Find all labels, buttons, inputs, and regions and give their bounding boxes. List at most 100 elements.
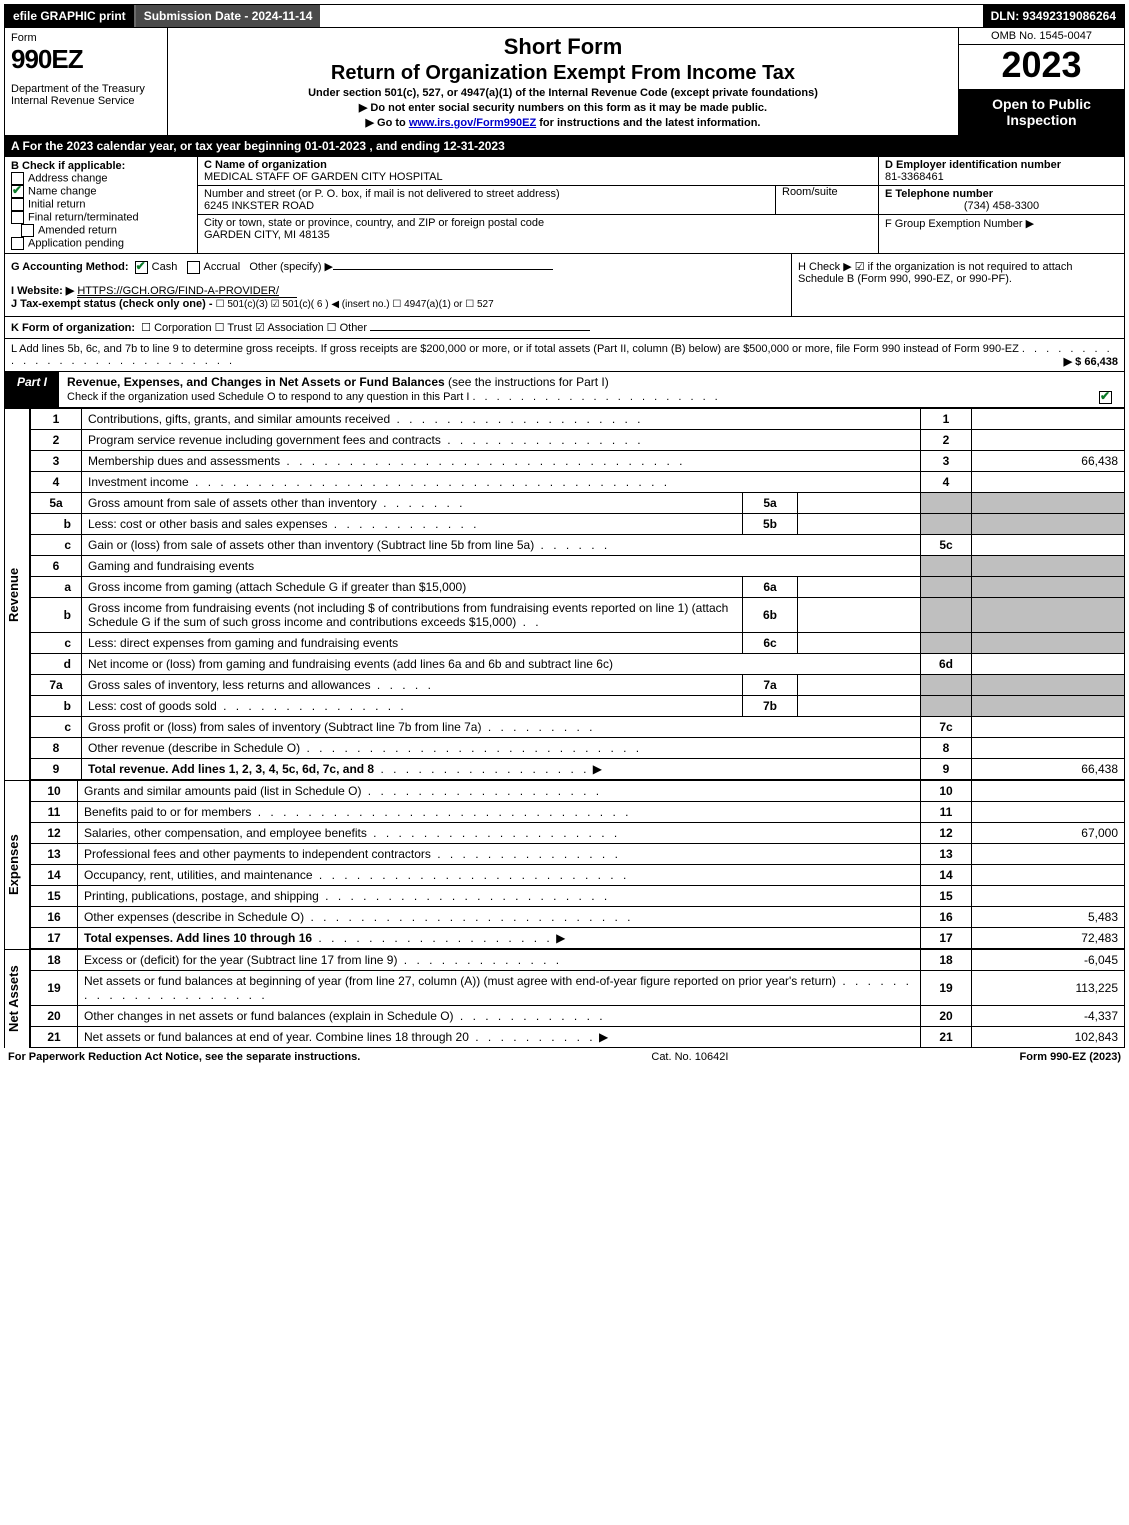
table-row: 3Membership dues and assessments . . . .… bbox=[31, 450, 1125, 471]
goto-suffix: for instructions and the latest informat… bbox=[536, 117, 760, 129]
table-row: 18Excess or (deficit) for the year (Subt… bbox=[31, 949, 1125, 970]
l-amount: ▶ $ 66,438 bbox=[1064, 355, 1118, 368]
table-row: 13Professional fees and other payments t… bbox=[31, 843, 1125, 864]
table-row: 7aGross sales of inventory, less returns… bbox=[31, 674, 1125, 695]
subtitle-section: Under section 501(c), 527, or 4947(a)(1)… bbox=[174, 87, 952, 99]
gh-block: G Accounting Method: Cash Accrual Other … bbox=[4, 254, 1125, 317]
ein-label: D Employer identification number bbox=[885, 159, 1118, 171]
k-label: K Form of organization: bbox=[11, 322, 135, 334]
phone-value: (734) 458-3300 bbox=[885, 200, 1118, 212]
footer-left: For Paperwork Reduction Act Notice, see … bbox=[8, 1051, 360, 1063]
part1-header: Part I Revenue, Expenses, and Changes in… bbox=[4, 372, 1125, 408]
chk-accrual[interactable] bbox=[187, 261, 200, 274]
i-label: I Website: ▶ bbox=[11, 285, 74, 297]
table-row: cGain or (loss) from sale of assets othe… bbox=[31, 534, 1125, 555]
city-value: GARDEN CITY, MI 48135 bbox=[204, 229, 872, 241]
table-row: bGross income from fundraising events (n… bbox=[31, 597, 1125, 632]
website-link[interactable]: HTTPS://GCH.ORG/FIND-A-PROVIDER/ bbox=[77, 285, 297, 298]
org-name-row: C Name of organization MEDICAL STAFF OF … bbox=[198, 157, 878, 186]
lbl-application-pending: Application pending bbox=[28, 237, 124, 249]
org-info-block: B Check if applicable: Address change Na… bbox=[4, 157, 1125, 254]
chk-initial-return[interactable] bbox=[11, 198, 24, 211]
table-row: 10Grants and similar amounts paid (list … bbox=[31, 780, 1125, 801]
revenue-section: Revenue 1Contributions, gifts, grants, a… bbox=[4, 408, 1125, 780]
col-c-name-address: C Name of organization MEDICAL STAFF OF … bbox=[198, 157, 878, 253]
lbl-address-change: Address change bbox=[28, 172, 108, 184]
revenue-table: 1Contributions, gifts, grants, and simil… bbox=[30, 408, 1125, 780]
l-line: L Add lines 5b, 6c, and 7b to line 9 to … bbox=[4, 339, 1125, 372]
department-label: Department of the Treasury Internal Reve… bbox=[11, 83, 161, 107]
col-b-checkboxes: B Check if applicable: Address change Na… bbox=[5, 157, 198, 253]
other-input-line bbox=[333, 269, 553, 270]
city-label: City or town, state or province, country… bbox=[204, 217, 872, 229]
part1-title: Revenue, Expenses, and Changes in Net As… bbox=[67, 375, 445, 389]
table-row: 19Net assets or fund balances at beginni… bbox=[31, 970, 1125, 1005]
chk-schedule-o[interactable] bbox=[1099, 391, 1112, 404]
chk-final-return[interactable] bbox=[11, 211, 24, 224]
lbl-other: Other (specify) ▶ bbox=[249, 261, 333, 273]
lbl-initial-return: Initial return bbox=[28, 198, 85, 210]
lbl-final-return: Final return/terminated bbox=[28, 211, 139, 223]
street-label: Number and street (or P. O. box, if mail… bbox=[204, 188, 769, 200]
g-accounting: G Accounting Method: Cash Accrual Other … bbox=[5, 254, 791, 316]
revenue-vlabel: Revenue bbox=[4, 408, 30, 780]
table-row: cGross profit or (loss) from sales of in… bbox=[31, 716, 1125, 737]
lbl-cash: Cash bbox=[152, 261, 178, 273]
table-row: 15Printing, publications, postage, and s… bbox=[31, 885, 1125, 906]
footer-mid: Cat. No. 10642I bbox=[651, 1051, 728, 1063]
tax-year: 2023 bbox=[959, 45, 1124, 90]
l-text: L Add lines 5b, 6c, and 7b to line 9 to … bbox=[11, 343, 1019, 355]
form-word: Form bbox=[11, 32, 161, 44]
subtitle-goto: ▶ Go to www.irs.gov/Form990EZ for instru… bbox=[174, 116, 952, 129]
table-row: 5aGross amount from sale of assets other… bbox=[31, 492, 1125, 513]
lbl-amended-return: Amended return bbox=[38, 224, 117, 236]
submission-date: Submission Date - 2024-11-14 bbox=[134, 5, 321, 27]
chk-application-pending[interactable] bbox=[11, 237, 24, 250]
form-header: Form 990EZ Department of the Treasury In… bbox=[4, 28, 1125, 136]
table-row: 14Occupancy, rent, utilities, and mainte… bbox=[31, 864, 1125, 885]
table-row: cLess: direct expenses from gaming and f… bbox=[31, 632, 1125, 653]
table-row: 4Investment income . . . . . . . . . . .… bbox=[31, 471, 1125, 492]
table-row: bLess: cost of goods sold . . . . . . . … bbox=[31, 695, 1125, 716]
room-label: Room/suite bbox=[782, 186, 872, 198]
org-name: MEDICAL STAFF OF GARDEN CITY HOSPITAL bbox=[204, 171, 872, 183]
k-line: K Form of organization: ☐ Corporation ☐ … bbox=[4, 317, 1125, 339]
table-row: 16Other expenses (describe in Schedule O… bbox=[31, 906, 1125, 927]
g-label: G Accounting Method: bbox=[11, 261, 129, 273]
top-bar: efile GRAPHIC print Submission Date - 20… bbox=[4, 4, 1125, 28]
expenses-vlabel: Expenses bbox=[4, 780, 30, 949]
table-row: 11Benefits paid to or for members . . . … bbox=[31, 801, 1125, 822]
page-footer: For Paperwork Reduction Act Notice, see … bbox=[4, 1048, 1125, 1063]
street-value: 6245 INKSTER ROAD bbox=[204, 200, 769, 212]
irs-link[interactable]: www.irs.gov/Form990EZ bbox=[409, 117, 536, 129]
netassets-section: Net Assets 18Excess or (deficit) for the… bbox=[4, 949, 1125, 1048]
table-row: bLess: cost or other basis and sales exp… bbox=[31, 513, 1125, 534]
table-row: 12Salaries, other compensation, and empl… bbox=[31, 822, 1125, 843]
header-right-block: OMB No. 1545-0047 2023 Open to Public In… bbox=[959, 28, 1124, 135]
netassets-vlabel: Net Assets bbox=[4, 949, 30, 1048]
col-d-ein-phone: D Employer identification number 81-3368… bbox=[878, 157, 1124, 253]
expenses-table: 10Grants and similar amounts paid (list … bbox=[30, 780, 1125, 949]
city-row: City or town, state or province, country… bbox=[198, 215, 878, 243]
b-label: B Check if applicable: bbox=[11, 160, 191, 172]
h-schedule-b: H Check ▶ ☑ if the organization is not r… bbox=[791, 254, 1124, 316]
goto-prefix: ▶ Go to bbox=[366, 117, 409, 129]
part1-tag: Part I bbox=[5, 372, 59, 407]
ein-value: 81-3368461 bbox=[885, 171, 1118, 183]
dln-label: DLN: 93492319086264 bbox=[983, 5, 1124, 27]
table-row: 17Total expenses. Add lines 10 through 1… bbox=[31, 927, 1125, 948]
chk-name-change[interactable] bbox=[11, 185, 24, 198]
expenses-section: Expenses 10Grants and similar amounts pa… bbox=[4, 780, 1125, 949]
chk-amended-return[interactable] bbox=[21, 224, 34, 237]
j-options: ☐ 501(c)(3) ☑ 501(c)( 6 ) ◀ (insert no.)… bbox=[216, 299, 494, 310]
table-row: 8Other revenue (describe in Schedule O) … bbox=[31, 737, 1125, 758]
part1-note-line: Check if the organization used Schedule … bbox=[67, 391, 1116, 403]
chk-cash[interactable] bbox=[135, 261, 148, 274]
j-label: J Tax-exempt status (check only one) - bbox=[11, 298, 213, 310]
table-row: 2Program service revenue including gover… bbox=[31, 429, 1125, 450]
lbl-name-change: Name change bbox=[28, 185, 97, 197]
street-row: Number and street (or P. O. box, if mail… bbox=[198, 186, 878, 215]
part1-dots: . . . . . . . . . . . . . . . . . . . . … bbox=[472, 391, 720, 403]
omb-number: OMB No. 1545-0047 bbox=[959, 28, 1124, 45]
table-row: 1Contributions, gifts, grants, and simil… bbox=[31, 408, 1125, 429]
